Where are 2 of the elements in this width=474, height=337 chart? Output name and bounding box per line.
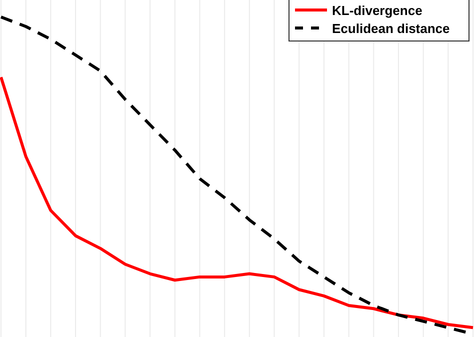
legend-label: KL-divergence [332,3,422,18]
legend-label: Eculidean distance [332,21,450,36]
